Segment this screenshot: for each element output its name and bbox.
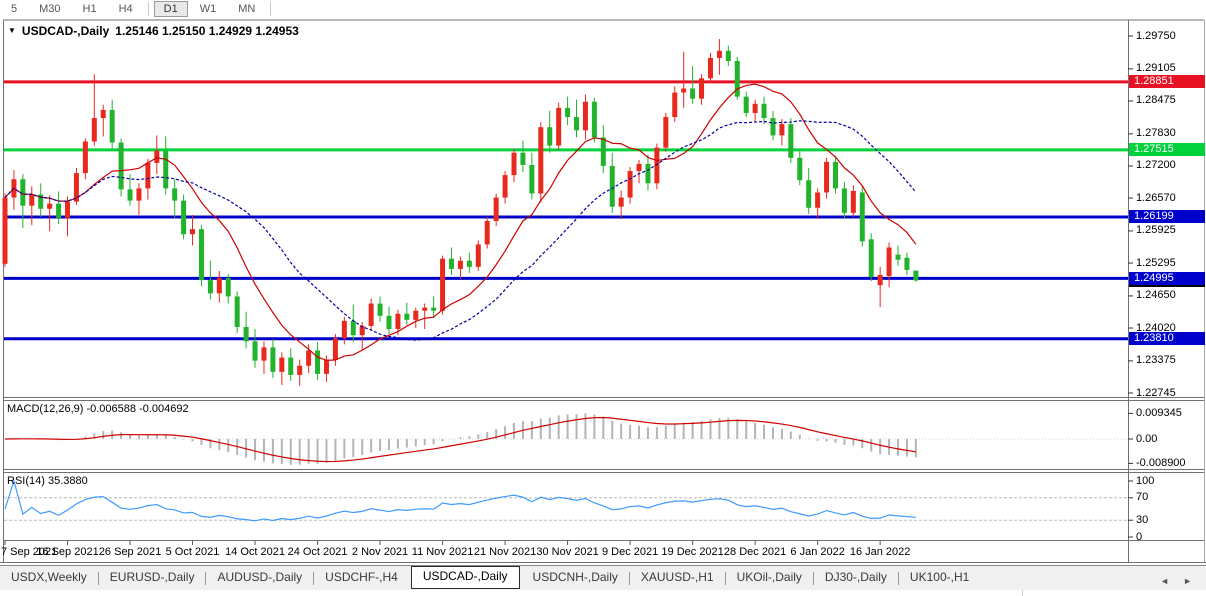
chart-tab-usdchf-h4[interactable]: USDCHF-,H4 [325,570,398,584]
price-axis-label: 1.22745 [1136,386,1176,399]
price-axis-label: 1.25925 [1136,224,1176,237]
timeframe-button-m30[interactable]: M30 [39,3,61,15]
timeframe-button-h1[interactable]: H1 [82,3,97,15]
chart-tab-eurusd-daily[interactable]: EURUSD-,Daily [109,570,195,584]
timeframe-button-d1[interactable]: D1 [153,1,188,17]
price-axis-label: 1.28475 [1136,94,1176,107]
chart-tab-audusd-daily[interactable]: AUDUSD-,Daily [217,570,303,584]
timeframe-button-5[interactable]: 5 [11,3,18,15]
timeframe-toolbar: 5 M30 H1 H4 D1 W1 MN [0,0,1206,18]
date-axis-label: 30 Nov 2021 [536,546,599,558]
level-price-badge: 1.23810 [1129,332,1205,346]
tab-divider [205,572,207,585]
chart-ohlc-readout: 1.25146 1.25150 1.24929 1.24953 [115,24,299,38]
level-price-badge: 1.27515 [1129,143,1205,157]
tab-divider [724,572,726,585]
level-price-badge: 1.24995 [1129,271,1205,285]
rsi-indicator-label: RSI(14) 35.3880 [7,475,88,487]
timeframe-button-w1[interactable]: W1 [199,3,217,15]
date-axis-label: 28 Dec 2021 [723,546,787,558]
date-axis-label: 5 Oct 2021 [165,546,220,558]
chevron-down-icon[interactable]: ▼ [8,25,16,35]
date-axis-label: 24 Oct 2021 [287,546,348,558]
date-axis-label: 9 Dec 2021 [601,546,659,558]
date-axis-label: 26 Sep 2021 [98,546,162,558]
rsi-axis-label: 0 [1136,530,1143,543]
price-axis-label: 1.29750 [1136,29,1176,42]
chart-tab-bar: USDX,Weekly EURUSD-,Daily AUDUSD-,Daily USD… [0,565,1206,590]
price-axis-label: 1.24020 [1136,321,1176,334]
tab-divider [313,572,315,585]
tab-scroll-left-icon[interactable]: ◄ [1160,576,1170,586]
timeframe-button-h4[interactable]: H4 [118,3,133,15]
timeframe-button-mn[interactable]: MN [238,3,256,15]
chart-tab-usdx-weekly[interactable]: USDX,Weekly [11,570,87,584]
tab-divider [97,572,99,585]
tab-scroll-arrows: ◄ ► [1160,576,1192,586]
price-axis-label: 1.26570 [1136,191,1176,204]
chart-tab-uk100-h1[interactable]: UK100-,H1 [909,570,970,584]
tab-divider [897,572,899,585]
price-axis-label: 1.25295 [1136,256,1176,269]
tab-divider [628,572,630,585]
toolbar-separator [147,2,149,16]
date-axis-label: 21 Nov 2021 [473,546,537,558]
rsi-axis-label: 30 [1136,513,1149,526]
price-axis-label: 1.29105 [1136,62,1176,75]
date-axis-label: 2 Nov 2021 [351,546,409,558]
price-axis-label: 1.27830 [1136,127,1176,140]
level-price-badge: 1.28851 [1129,75,1205,89]
toolbar-separator [270,2,272,16]
tab-divider [812,572,814,585]
rsi-axis-label: 100 [1136,474,1155,487]
level-price-badge: 1.26199 [1129,210,1205,224]
price-axis-label: 1.24650 [1136,289,1176,302]
chart-tab-dj30-daily[interactable]: DJ30-,Daily [824,570,887,584]
macd-axis-label: 0.00 [1136,432,1158,445]
macd-axis-label: 0.009345 [1136,406,1182,419]
price-axis-label: 1.23375 [1136,354,1176,367]
date-axis-label: 7 Sep 2021 [1,546,58,558]
date-axis-label: 11 Nov 2021 [411,546,474,558]
rsi-axis-label: 70 [1136,491,1149,504]
status-strip [0,590,1206,596]
date-axis-label: 14 Oct 2021 [225,546,285,558]
chart-title-bar: ▼ USDCAD-,Daily 1.25146 1.25150 1.24929 … [8,24,299,38]
chart-tab-ukoil-daily[interactable]: UKOil-,Daily [736,570,802,584]
macd-indicator-label: MACD(12,26,9) -0.006588 -0.004692 [7,403,189,415]
date-axis-label: 16 Sep 2021 [36,546,99,558]
tab-scroll-right-icon[interactable]: ► [1183,576,1192,586]
date-axis-label: 16 Jan 2022 [849,546,911,558]
date-axis-label: 19 Dec 2021 [661,546,724,558]
chart-tab-xauusd-h1[interactable]: XAUUSD-,H1 [640,570,714,584]
chart-tab-usdcad-daily[interactable]: USDCAD-,Daily [410,566,520,589]
macd-axis-label: -0.008900 [1136,456,1186,469]
price-axis-label: 1.27200 [1136,159,1176,172]
chart-canvas[interactable] [0,0,1206,563]
chart-symbol-title: USDCAD-,Daily [21,24,110,38]
chart-tab-usdcnh-daily[interactable]: USDCNH-,Daily [532,570,618,584]
date-axis-label: 6 Jan 2022 [790,546,845,558]
